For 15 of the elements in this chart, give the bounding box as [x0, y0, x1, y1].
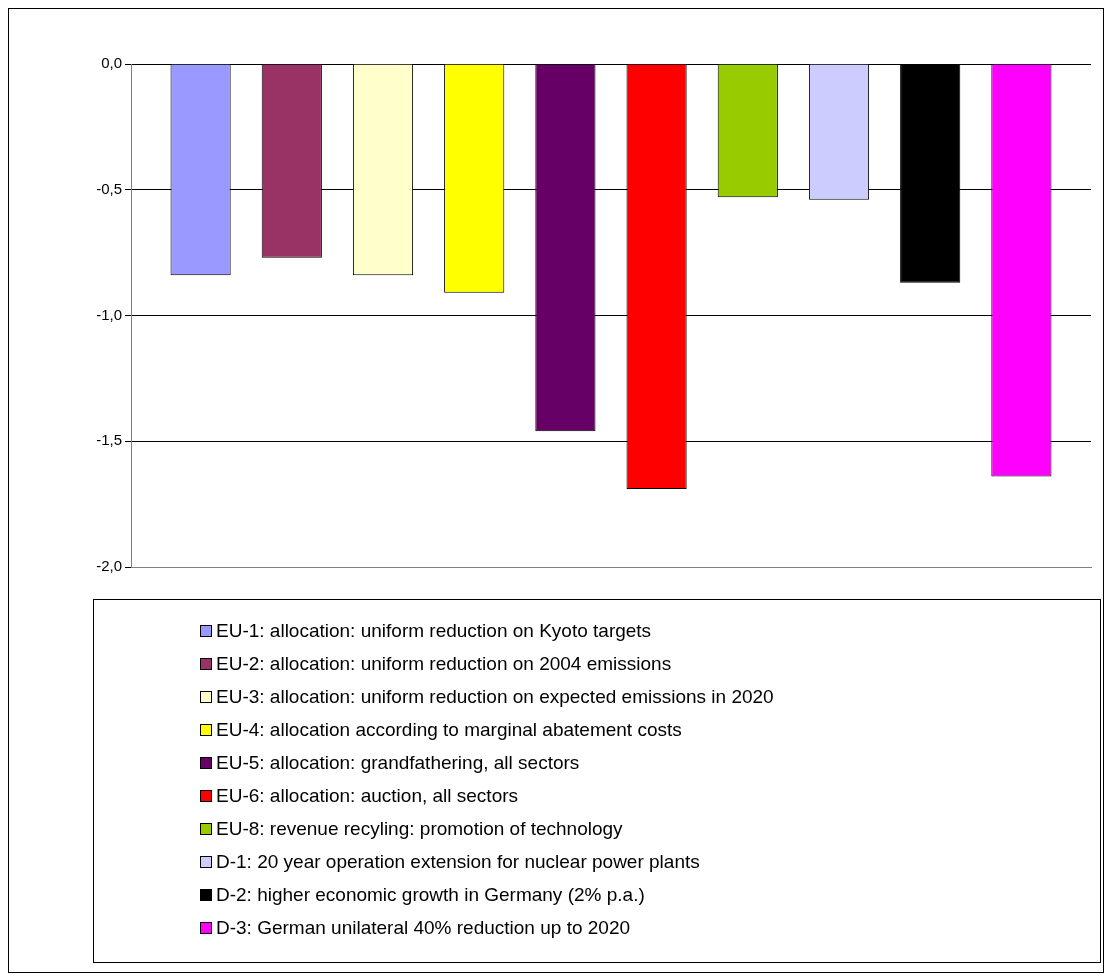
legend-label: EU-8: revenue recyling: promotion of technology [216, 817, 623, 840]
legend-label: EU-4: allocation according to marginal abatement costs [216, 718, 682, 741]
legend-label: EU-2: allocation: uniform reduction on 2004 emissions [216, 652, 672, 675]
y-tick-label: -1,5 [96, 431, 122, 449]
y-tick-label: -0,5 [96, 179, 122, 197]
legend-label: EU-1: allocation: uniform reduction on Kyoto targets [216, 619, 652, 642]
legend-label: D-1: 20 year operation extension for nuclear power plants [216, 850, 700, 873]
y-tick-label: -2,0 [96, 557, 122, 575]
legend-label: EU-3: allocation: uniform reduction on expected emissions in 2020 [216, 685, 774, 708]
legend-label: EU-6: allocation: auction, all sectors [216, 784, 519, 807]
legend-label: D-2: higher economic growth in Germany (2% p.a.) [216, 883, 645, 906]
legend-label: EU-5: allocation: grandfathering, all sectors [216, 751, 580, 774]
y-tick-label: 0,0 [101, 54, 122, 72]
y-tick-label: -1,0 [96, 305, 122, 323]
legend-label: D-3: German unilateral 40% reduction up to 2020 [216, 916, 631, 939]
